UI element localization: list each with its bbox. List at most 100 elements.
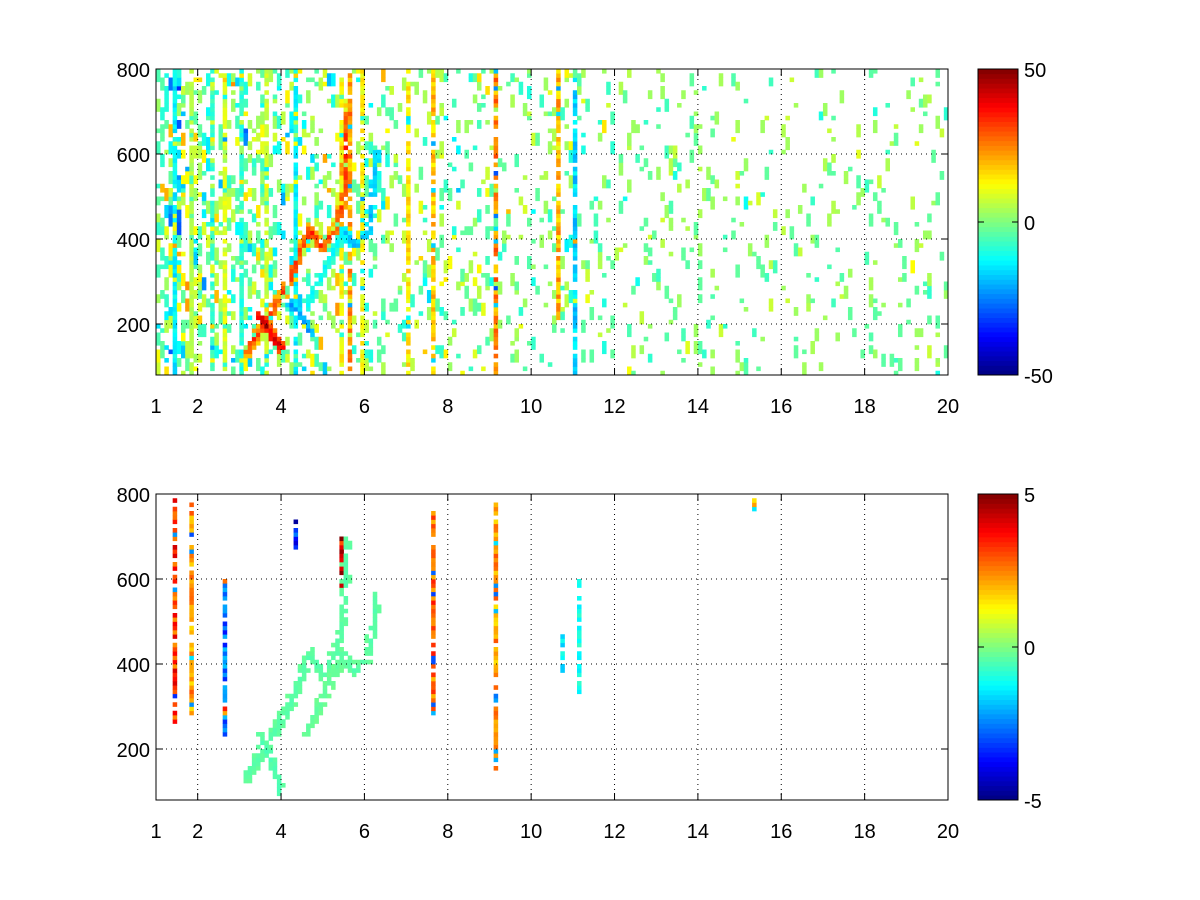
heatmap-cell: [197, 141, 203, 146]
heatmap-cell: [814, 328, 820, 333]
heatmap-cell: [439, 149, 444, 155]
heatmap-cell: [360, 137, 365, 142]
heatmap-cell: [810, 298, 815, 304]
heatmap-cell: [189, 600, 194, 605]
heatmap-cell: [343, 251, 349, 257]
heatmap-cell: [222, 77, 228, 83]
heatmap-cell: [539, 234, 545, 240]
heatmap-cell: [285, 94, 290, 100]
heatmap-cell: [289, 698, 294, 703]
colorbar-swatch: [978, 135, 1018, 142]
heatmap-cell: [172, 332, 178, 338]
y-tick-label: 400: [117, 655, 150, 677]
heatmap-cell: [197, 226, 203, 231]
heatmap-cell: [326, 256, 332, 261]
heatmap-cell: [572, 188, 578, 193]
heatmap-cell: [556, 73, 561, 78]
heatmap-cell: [426, 69, 432, 74]
heatmap-cell: [197, 294, 203, 299]
heatmap-cell: [406, 298, 411, 304]
heatmap-cell: [276, 715, 282, 720]
heatmap-cell: [176, 345, 182, 350]
heatmap-cell: [627, 370, 632, 376]
heatmap-cell: [281, 302, 286, 308]
heatmap-cell: [276, 787, 282, 792]
x-tick-label: 20: [937, 396, 959, 418]
heatmap-cell: [735, 370, 740, 376]
heatmap-cell: [522, 205, 528, 210]
heatmap-cell: [289, 693, 294, 699]
heatmap-cell: [431, 230, 436, 236]
heatmap-cell: [481, 307, 486, 312]
heatmap-cell: [910, 205, 915, 210]
heatmap-cell: [743, 158, 749, 163]
heatmap-cell: [360, 145, 365, 151]
heatmap-cell: [247, 281, 253, 287]
heatmap-cell: [610, 145, 615, 151]
heatmap-cell: [222, 251, 228, 257]
heatmap-cell: [168, 200, 174, 206]
colorbar-swatch: [978, 780, 1018, 787]
heatmap-cell: [260, 740, 265, 746]
heatmap-cell: [356, 200, 361, 206]
heatmap-cell: [568, 149, 574, 155]
heatmap-cell: [201, 137, 207, 142]
heatmap-cell: [306, 723, 311, 729]
heatmap-cell: [518, 307, 524, 312]
heatmap-cell: [268, 285, 274, 291]
heatmap-cell: [806, 307, 811, 312]
x-tick-label: 8: [442, 821, 453, 843]
heatmap-cell: [347, 315, 353, 321]
heatmap-cell: [210, 285, 215, 291]
heatmap-cell: [401, 234, 407, 240]
heatmap-cell: [581, 319, 586, 325]
heatmap-cell: [214, 273, 219, 278]
heatmap-cell: [547, 230, 553, 236]
heatmap-cell: [172, 349, 178, 355]
heatmap-cell: [210, 273, 215, 278]
heatmap-cell: [622, 90, 628, 95]
heatmap-cell: [431, 73, 436, 78]
heatmap-cell: [643, 120, 649, 125]
heatmap-cell: [572, 217, 578, 223]
heatmap-cell: [160, 222, 165, 227]
heatmap-cell: [376, 154, 382, 159]
heatmap-cell: [289, 281, 294, 287]
heatmap-cell: [201, 281, 207, 287]
heatmap-cell: [222, 209, 228, 214]
heatmap-cell: [210, 256, 215, 261]
heatmap-cell: [326, 668, 332, 673]
heatmap-cell: [714, 183, 720, 189]
heatmap-cell: [556, 222, 561, 227]
heatmap-cell: [160, 158, 165, 163]
heatmap-cell: [193, 319, 199, 325]
heatmap-cell: [260, 183, 265, 189]
heatmap-cell: [431, 655, 436, 661]
heatmap-cell: [764, 175, 770, 180]
heatmap-cell: [293, 264, 299, 270]
heatmap-cell: [156, 294, 161, 299]
heatmap-cell: [872, 260, 878, 265]
colorbar-tick-label: 0: [1024, 638, 1035, 660]
heatmap-cell: [610, 349, 615, 355]
heatmap-cell: [318, 362, 324, 367]
heatmap-cell: [264, 149, 269, 155]
heatmap-cell: [218, 132, 224, 138]
heatmap-cell: [272, 766, 278, 771]
colorbar-swatch: [978, 107, 1018, 113]
heatmap-cell: [351, 69, 357, 74]
heatmap-cell: [935, 69, 941, 74]
heatmap-cell: [368, 183, 374, 189]
heatmap-cell: [235, 141, 240, 146]
heatmap-cell: [160, 137, 165, 142]
heatmap-cell: [556, 188, 561, 193]
heatmap-cell: [764, 243, 770, 248]
heatmap-cell: [181, 319, 186, 325]
colorbar-swatch: [978, 331, 1018, 338]
heatmap-cell: [431, 324, 436, 329]
heatmap-cell: [297, 230, 303, 236]
heatmap-cell: [606, 256, 611, 261]
heatmap-cell: [431, 685, 436, 690]
heatmap-cell: [572, 226, 578, 231]
heatmap-cell: [397, 324, 403, 329]
